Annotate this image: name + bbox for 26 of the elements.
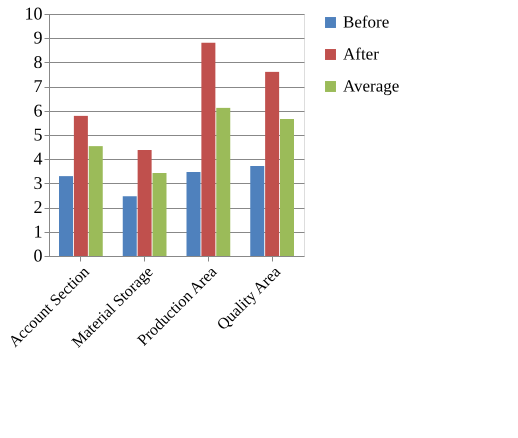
y-tick-label: 4	[34, 148, 42, 169]
bar	[59, 176, 73, 256]
y-tick-label: 8	[34, 52, 42, 72]
bar	[122, 196, 137, 256]
y-tick-label: 2	[34, 197, 42, 218]
legend-label: Average	[343, 76, 400, 96]
bar	[186, 172, 200, 256]
bar	[280, 119, 294, 256]
y-tick-label: 0	[34, 246, 42, 266]
y-tick-label: 3	[34, 172, 42, 193]
bar	[201, 42, 216, 256]
y-tick-label: 10	[24, 4, 42, 24]
legend-label: Before	[343, 12, 390, 32]
y-tick-label: 9	[34, 28, 42, 48]
bar	[88, 146, 103, 256]
bar	[265, 72, 280, 256]
legend-label: After	[343, 44, 380, 64]
bar	[138, 150, 152, 256]
bar	[250, 166, 264, 256]
y-tick-label: 1	[34, 221, 42, 242]
bar	[74, 116, 88, 256]
bar	[216, 108, 230, 256]
y-tick-label: 6	[34, 100, 42, 120]
y-tick-label: 7	[34, 76, 42, 96]
y-tick-label: 5	[34, 124, 42, 144]
bar	[152, 172, 166, 256]
